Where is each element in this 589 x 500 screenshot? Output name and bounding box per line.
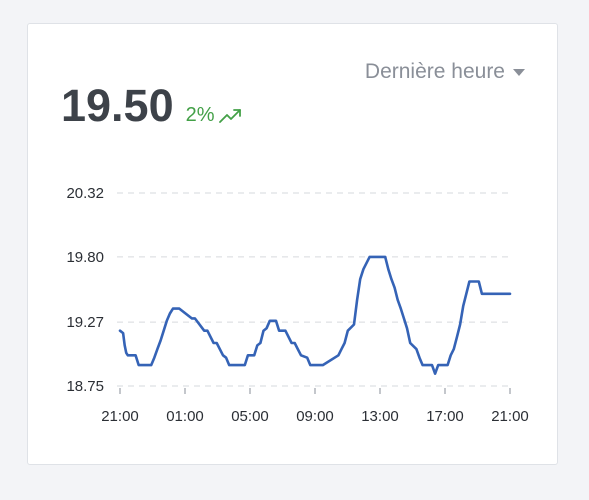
trend-percent: 2%: [185, 104, 215, 126]
y-tick-label: 20.32: [66, 185, 104, 202]
y-tick-label: 19.27: [66, 314, 104, 331]
x-tick-label: 17:00: [426, 408, 464, 425]
x-tick-label: 13:00: [361, 408, 399, 425]
x-tick-label: 01:00: [166, 408, 204, 425]
series-line: [118, 255, 512, 375]
x-axis: 21:00 01:00 05:00 09:00 13:00 17:00 21:00: [101, 388, 529, 425]
temperature-card: Dernière heure 19.50 2%: [27, 23, 558, 465]
metric-summary: 19.50 2%: [61, 80, 243, 132]
current-value: 19.50: [61, 80, 174, 131]
trend-indicator: 2%: [186, 104, 243, 127]
y-tick-label: 18.75: [66, 378, 104, 395]
x-tick-label: 09:00: [296, 408, 334, 425]
chart-series: [118, 255, 512, 375]
chevron-down-icon: [513, 68, 525, 76]
x-tick-label: 05:00: [231, 408, 269, 425]
x-tick-label: 21:00: [491, 408, 529, 425]
period-dropdown[interactable]: Dernière heure: [365, 60, 525, 84]
trending-up-icon: [218, 108, 241, 123]
y-tick-label: 19.80: [66, 249, 104, 266]
period-dropdown-label: Dernière heure: [364, 60, 505, 83]
y-axis: 20.32 19.80 19.27 18.75: [66, 185, 104, 395]
x-tick-label: 21:00: [101, 408, 139, 425]
